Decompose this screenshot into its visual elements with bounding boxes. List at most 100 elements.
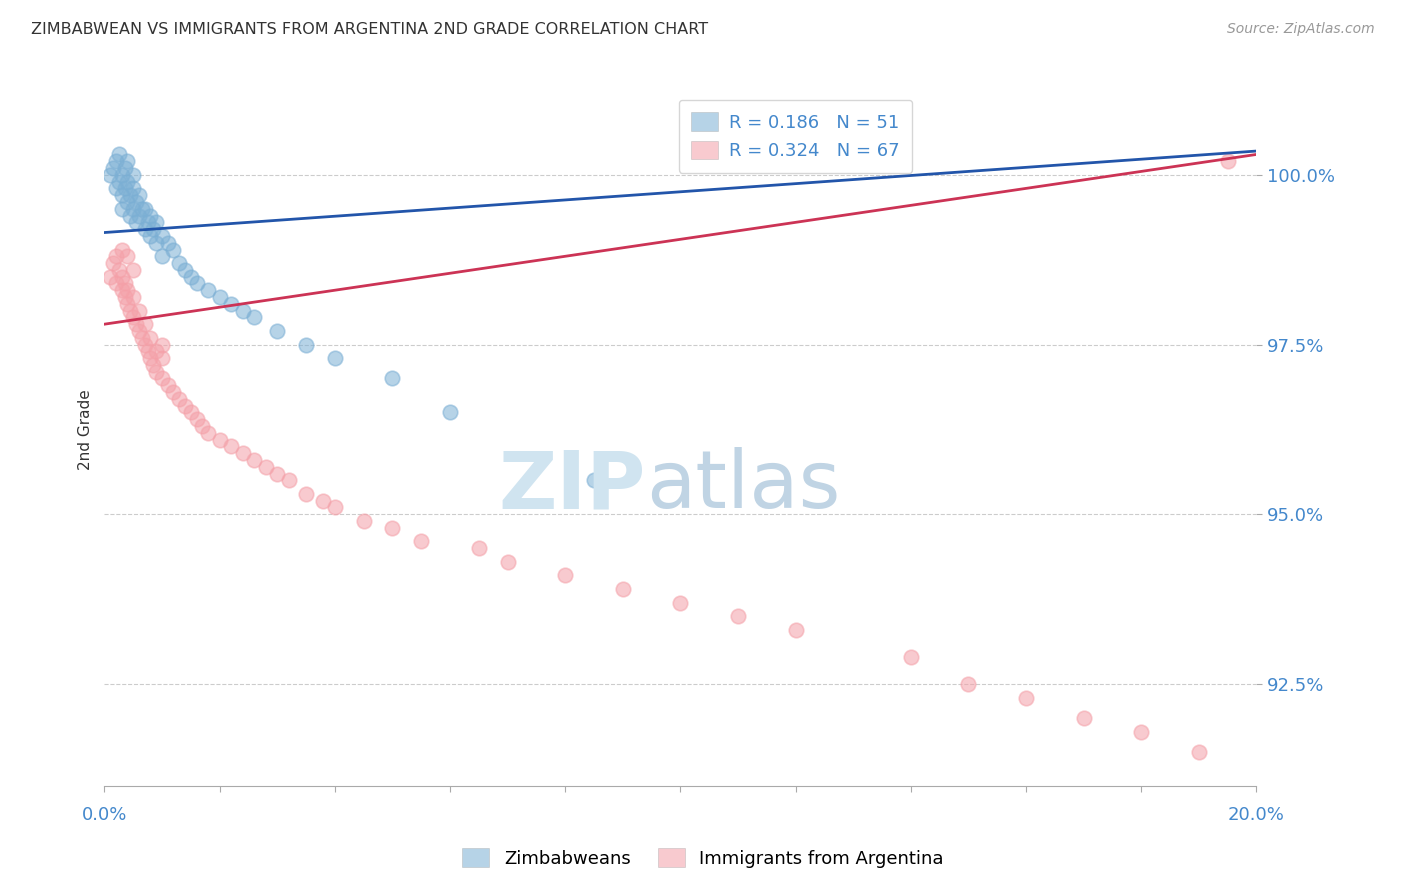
- Point: [232, 303, 254, 318]
- Point: [145, 215, 167, 229]
- Point: [104, 249, 127, 263]
- Point: [439, 405, 461, 419]
- Point: [107, 175, 129, 189]
- Point: [139, 331, 162, 345]
- Point: [186, 412, 208, 426]
- Point: [139, 351, 162, 365]
- Point: [174, 263, 197, 277]
- Point: [1216, 154, 1239, 169]
- Point: [111, 168, 134, 182]
- Point: [104, 154, 127, 169]
- Point: [174, 399, 197, 413]
- Point: [191, 419, 214, 434]
- Point: [101, 161, 124, 175]
- Point: [120, 188, 142, 202]
- Point: [122, 310, 145, 325]
- Point: [101, 256, 124, 270]
- Point: [117, 154, 139, 169]
- Point: [125, 317, 148, 331]
- Point: [142, 358, 165, 372]
- Point: [111, 188, 134, 202]
- Point: [134, 202, 156, 216]
- Point: [323, 500, 346, 515]
- Point: [468, 541, 491, 556]
- Point: [1188, 745, 1211, 759]
- Text: atlas: atlas: [645, 448, 841, 525]
- Point: [150, 351, 173, 365]
- Point: [122, 263, 145, 277]
- Point: [277, 473, 299, 487]
- Point: [128, 188, 150, 202]
- Point: [150, 228, 173, 243]
- Point: [1130, 724, 1153, 739]
- Point: [243, 453, 266, 467]
- Point: [114, 181, 136, 195]
- Text: 0.0%: 0.0%: [82, 806, 127, 824]
- Point: [128, 303, 150, 318]
- Point: [254, 459, 277, 474]
- Legend: R = 0.186   N = 51, R = 0.324   N = 67: R = 0.186 N = 51, R = 0.324 N = 67: [679, 100, 912, 173]
- Point: [107, 147, 129, 161]
- Point: [150, 337, 173, 351]
- Point: [98, 269, 121, 284]
- Point: [1015, 690, 1038, 705]
- Point: [122, 181, 145, 195]
- Point: [381, 521, 404, 535]
- Point: [125, 215, 148, 229]
- Point: [131, 202, 153, 216]
- Point: [167, 392, 190, 406]
- Point: [114, 277, 136, 291]
- Point: [156, 235, 179, 250]
- Point: [134, 317, 156, 331]
- Point: [114, 161, 136, 175]
- Y-axis label: 2nd Grade: 2nd Grade: [79, 389, 93, 470]
- Point: [111, 283, 134, 297]
- Point: [243, 310, 266, 325]
- Point: [128, 324, 150, 338]
- Point: [134, 222, 156, 236]
- Point: [208, 433, 231, 447]
- Point: [232, 446, 254, 460]
- Point: [111, 202, 134, 216]
- Point: [145, 365, 167, 379]
- Point: [156, 378, 179, 392]
- Text: 20.0%: 20.0%: [1227, 806, 1285, 824]
- Point: [186, 277, 208, 291]
- Point: [122, 290, 145, 304]
- Point: [117, 249, 139, 263]
- Point: [98, 168, 121, 182]
- Text: ZIMBABWEAN VS IMMIGRANTS FROM ARGENTINA 2ND GRADE CORRELATION CHART: ZIMBABWEAN VS IMMIGRANTS FROM ARGENTINA …: [31, 22, 709, 37]
- Point: [197, 425, 219, 440]
- Point: [145, 344, 167, 359]
- Point: [117, 283, 139, 297]
- Point: [136, 344, 159, 359]
- Legend: Zimbabweans, Immigrants from Argentina: Zimbabweans, Immigrants from Argentina: [451, 838, 955, 879]
- Point: [122, 202, 145, 216]
- Point: [295, 487, 318, 501]
- Point: [128, 209, 150, 223]
- Point: [145, 235, 167, 250]
- Text: ZIP: ZIP: [499, 448, 645, 525]
- Point: [104, 277, 127, 291]
- Point: [353, 514, 375, 528]
- Point: [411, 534, 433, 549]
- Point: [785, 623, 807, 637]
- Point: [295, 337, 318, 351]
- Point: [381, 371, 404, 385]
- Point: [162, 243, 184, 257]
- Point: [111, 243, 134, 257]
- Point: [180, 269, 202, 284]
- Point: [125, 194, 148, 209]
- Point: [117, 175, 139, 189]
- Point: [162, 385, 184, 400]
- Point: [582, 473, 605, 487]
- Point: [131, 331, 153, 345]
- Point: [139, 209, 162, 223]
- Point: [150, 371, 173, 385]
- Point: [312, 493, 335, 508]
- Point: [117, 297, 139, 311]
- Point: [180, 405, 202, 419]
- Point: [107, 263, 129, 277]
- Point: [957, 677, 980, 691]
- Point: [134, 337, 156, 351]
